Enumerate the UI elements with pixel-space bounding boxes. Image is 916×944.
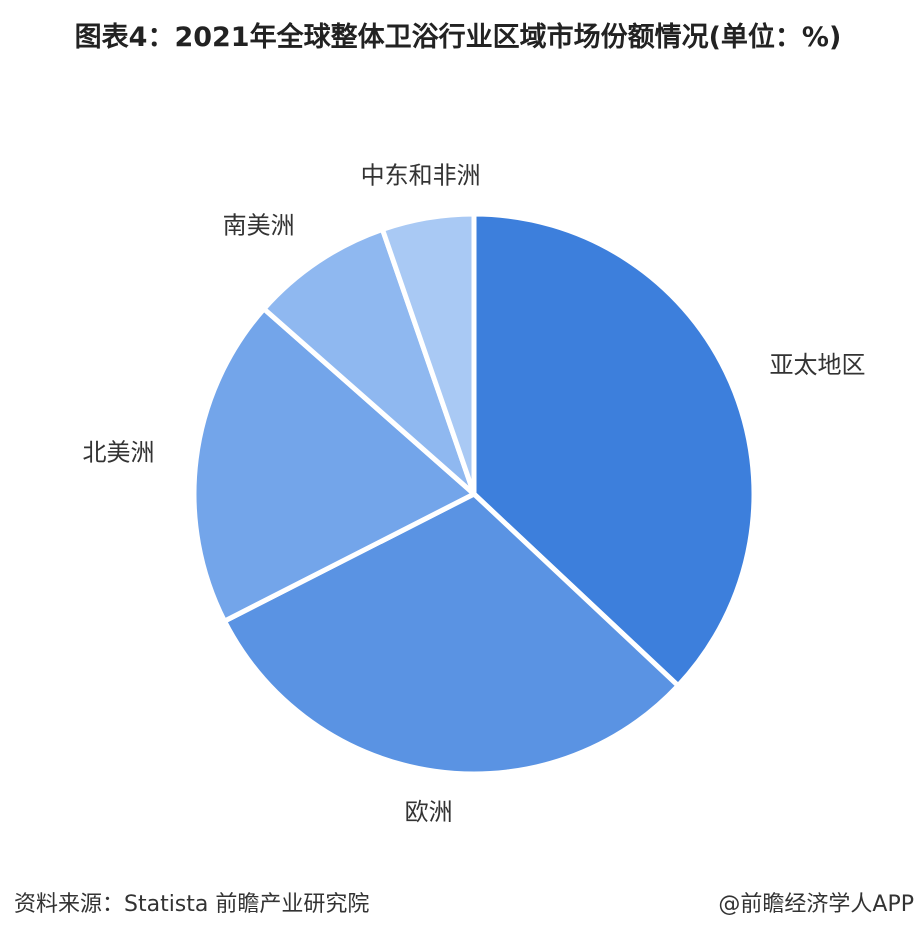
slice-label: 北美洲: [83, 439, 155, 467]
pie-slice: [471, 211, 757, 689]
slice-label: 中东和非洲: [361, 161, 481, 189]
slice-label: 亚太地区: [770, 351, 866, 379]
pie-slice: [191, 306, 477, 624]
pie-slice: [261, 226, 477, 497]
slice-label: 南美洲: [223, 212, 295, 240]
chart-title: 图表4：2021年全球整体卫浴行业区域市场份额情况(单位：%): [74, 22, 842, 53]
credit: @前瞻经济学人APP: [718, 892, 914, 917]
pie-slice: [379, 211, 477, 497]
source-note: 资料来源：Statista 前瞻产业研究院: [14, 892, 370, 917]
slice-label: 欧洲: [405, 798, 453, 826]
